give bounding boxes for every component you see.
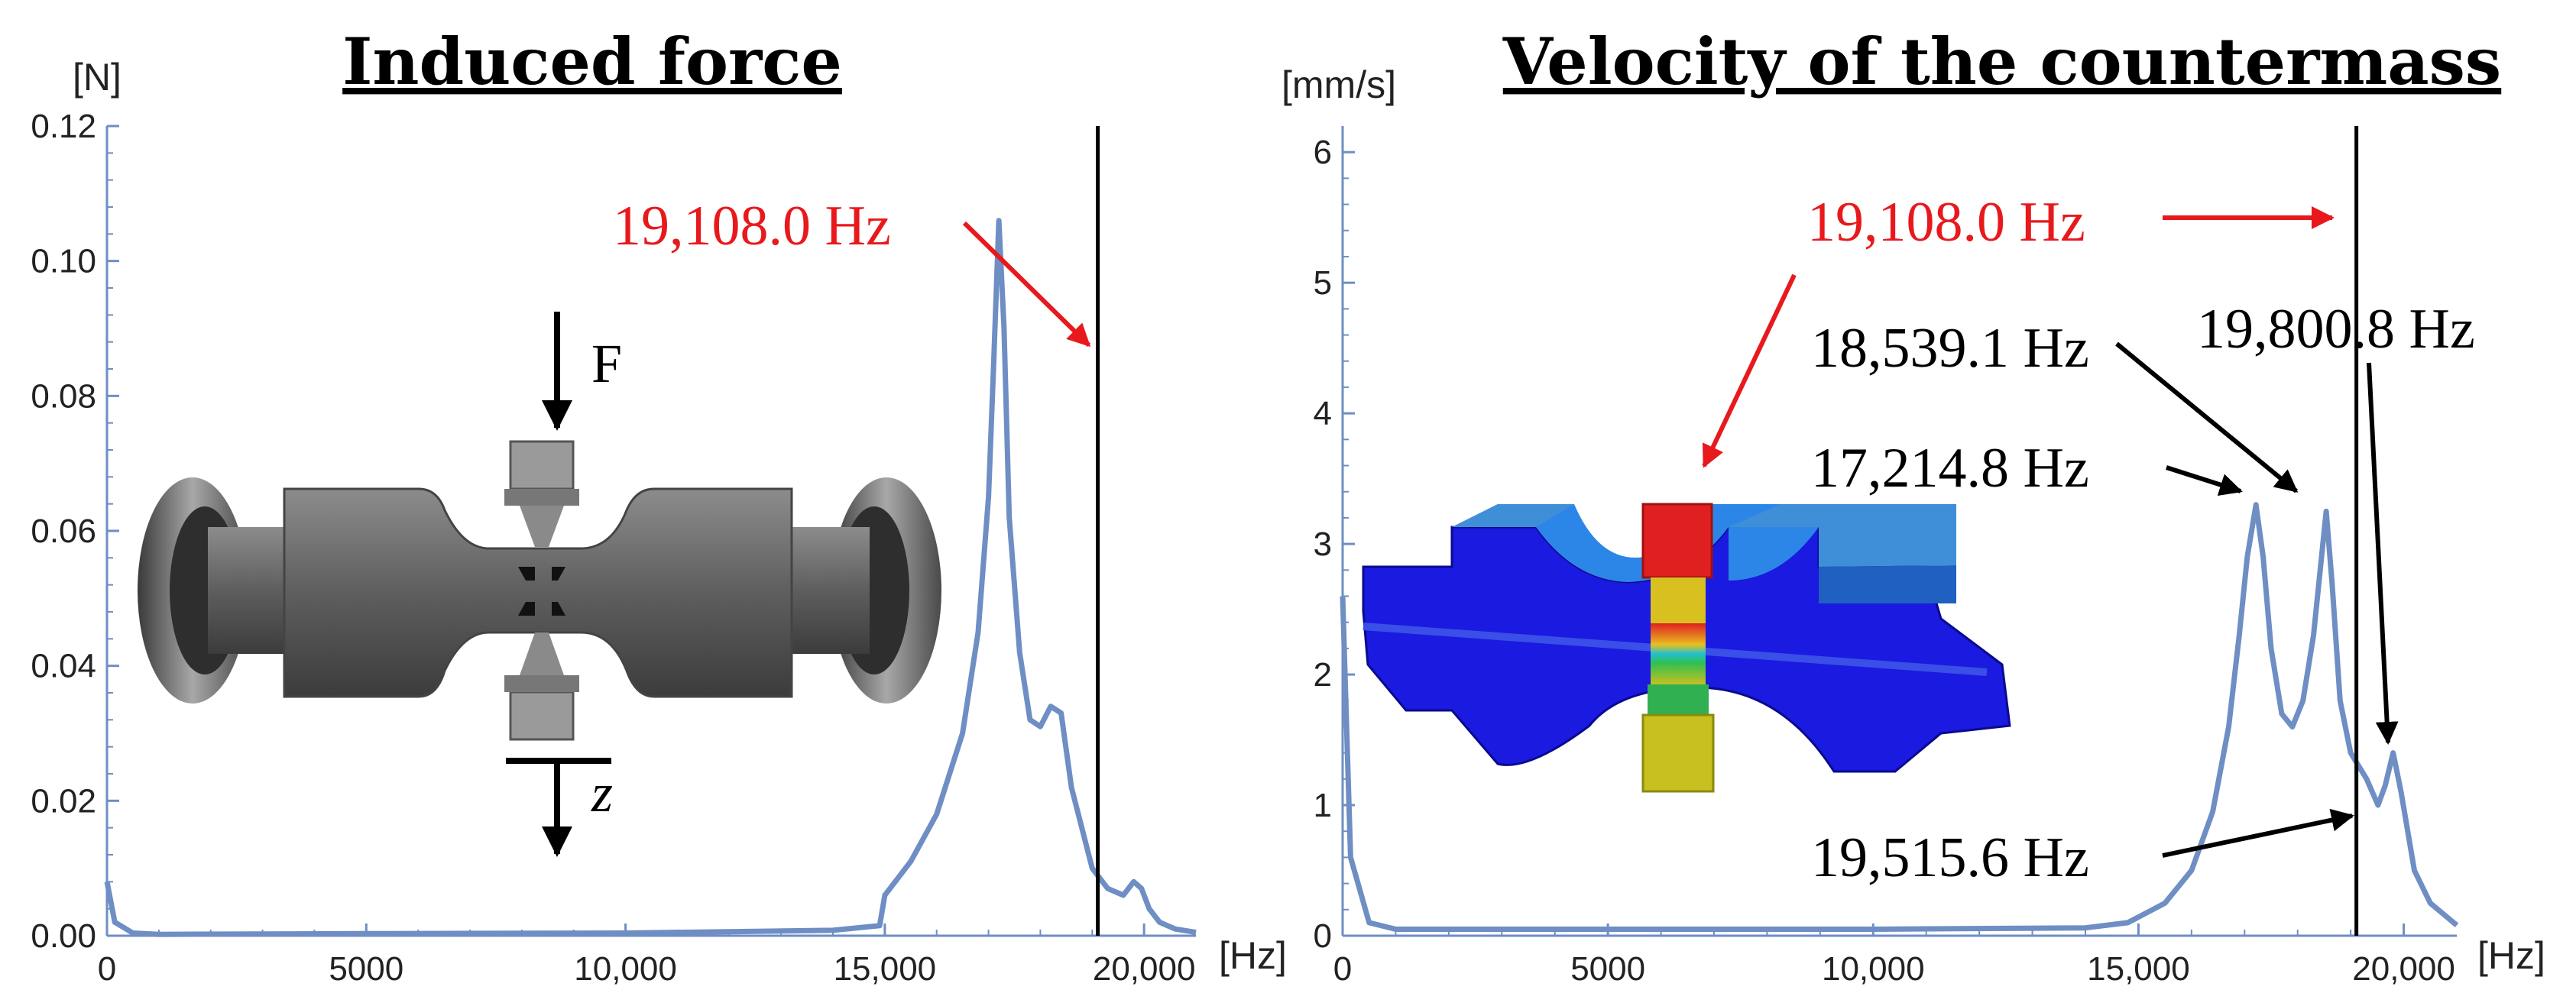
velocity-annotation-arrow [2115, 341, 2299, 493]
force-y-tick-label: 0.04 [31, 648, 96, 685]
velocity-x-tick-label: 20,000 [2352, 950, 2455, 988]
force-axes: 0.00 0.02 0.04 0.06 0.08 0.10 0.12 0 5000 10,000 1… [31, 108, 1197, 988]
velocity-annotation-arrow [1702, 273, 1797, 468]
velocity-y-tick-label: 0 [1314, 917, 1332, 955]
velocity-annotation-arrow [2367, 362, 2399, 745]
annotation-19515: 19,515.6 Hz [1811, 826, 2089, 889]
force-chart-title: Induced force [342, 24, 842, 99]
force-y-tick-label: 0.02 [31, 782, 96, 820]
velocity-y-tick-label: 4 [1314, 395, 1332, 432]
velocity-annotation-arrow [2166, 465, 2243, 497]
annotation-17214: 17,214.8 Hz [1811, 437, 2089, 500]
z-axis-symbol: z [591, 762, 613, 823]
velocity-x-tick-label: 5000 [1570, 950, 1645, 988]
velocity-y-tick-label: 5 [1314, 264, 1332, 302]
velocity-x-tick-label: 0 [1333, 950, 1352, 988]
velocity-red-annotation: 19,108.0 Hz [1807, 191, 2085, 254]
force-x-tick-label: 15,000 [834, 950, 937, 988]
velocity-y-tick-label: 1 [1314, 787, 1332, 824]
force-x-tick-label: 0 [98, 950, 116, 988]
fem-model-image [1362, 503, 2011, 793]
annotation-18539: 18,539.1 Hz [1811, 317, 2089, 380]
specimen-photo: F z [138, 312, 941, 857]
velocity-series-line [1340, 502, 2459, 932]
velocity-chart: Velocity of the countermass [mm/s] [Hz] … [1282, 24, 2545, 988]
velocity-annotation-arrow [2162, 808, 2354, 858]
force-symbol: F [591, 333, 622, 394]
annotation-19800: 19,800.8 Hz [2197, 298, 2475, 361]
velocity-y-unit: [mm/s] [1282, 63, 1396, 106]
force-y-unit: [N] [73, 56, 122, 99]
velocity-y-tick-label: 6 [1314, 134, 1332, 171]
velocity-x-tick-label: 15,000 [2087, 950, 2190, 988]
velocity-x-tick-label: 10,000 [1822, 950, 1925, 988]
force-x-tick-label: 20,000 [1093, 950, 1196, 988]
velocity-y-tick-label: 2 [1314, 656, 1332, 694]
velocity-y-tick-label: 3 [1314, 526, 1332, 563]
velocity-x-unit: [Hz] [2477, 934, 2545, 977]
force-x-unit: [Hz] [1219, 934, 1287, 977]
force-annotation-arrow [962, 221, 1091, 348]
velocity-chart-title: Velocity of the countermass [1502, 24, 2501, 99]
force-y-tick-label: 0.12 [31, 108, 96, 145]
force-x-tick-label: 10,000 [574, 950, 677, 988]
force-x-tick-label: 5000 [329, 950, 403, 988]
velocity-axes: 0 1 2 3 4 5 6 0 5000 10,000 15,000 20,000 [1314, 126, 2459, 988]
force-red-annotation: 19,108.0 Hz [613, 195, 891, 257]
force-y-tick-label: 0.06 [31, 513, 96, 550]
force-series-line [104, 218, 1197, 937]
force-chart: Induced force [N] [Hz] 0.000.020.040.060… [31, 24, 1287, 988]
force-y-tick-label: 0.08 [31, 377, 96, 415]
force-y-tick-label: 0.00 [31, 917, 96, 955]
force-y-tick-label: 0.10 [31, 243, 96, 280]
